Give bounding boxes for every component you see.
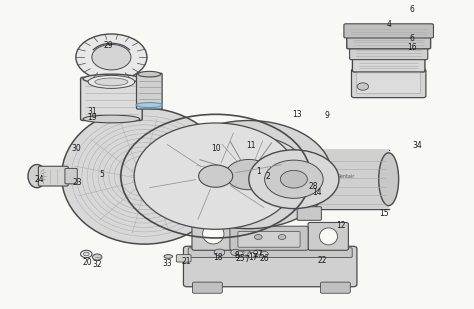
FancyBboxPatch shape <box>65 168 77 184</box>
Text: 28: 28 <box>308 182 318 191</box>
FancyBboxPatch shape <box>352 58 425 72</box>
Circle shape <box>166 121 332 229</box>
Circle shape <box>214 249 225 256</box>
Ellipse shape <box>28 164 46 188</box>
Circle shape <box>226 159 272 190</box>
Ellipse shape <box>379 153 399 206</box>
Circle shape <box>83 252 89 256</box>
Ellipse shape <box>62 108 228 244</box>
Text: 5: 5 <box>100 170 104 179</box>
Circle shape <box>242 251 251 256</box>
Ellipse shape <box>164 255 173 258</box>
FancyBboxPatch shape <box>81 77 142 121</box>
Text: 24: 24 <box>35 175 44 184</box>
FancyBboxPatch shape <box>320 282 350 293</box>
Ellipse shape <box>95 78 128 86</box>
Circle shape <box>134 123 297 229</box>
Text: 9: 9 <box>325 111 329 121</box>
Text: 10: 10 <box>211 144 220 153</box>
Circle shape <box>261 252 268 256</box>
Circle shape <box>199 165 233 187</box>
FancyBboxPatch shape <box>183 246 357 287</box>
Circle shape <box>249 150 339 209</box>
Text: Pentair: Pentair <box>337 174 355 179</box>
Ellipse shape <box>88 75 135 88</box>
Text: 21: 21 <box>182 257 191 266</box>
FancyBboxPatch shape <box>346 35 430 49</box>
Text: 16: 16 <box>408 43 417 53</box>
Text: 20: 20 <box>83 257 92 267</box>
Text: 31: 31 <box>88 107 97 116</box>
Text: 26: 26 <box>260 254 269 263</box>
Ellipse shape <box>319 228 337 245</box>
Text: 7: 7 <box>244 255 249 264</box>
Text: 34: 34 <box>412 141 422 150</box>
Text: 18: 18 <box>213 253 223 262</box>
Text: 27: 27 <box>254 250 264 260</box>
FancyBboxPatch shape <box>230 226 308 250</box>
Text: 6: 6 <box>410 34 415 43</box>
Text: 30: 30 <box>71 144 81 154</box>
FancyBboxPatch shape <box>351 69 426 98</box>
Circle shape <box>255 235 262 239</box>
Circle shape <box>247 252 255 257</box>
FancyBboxPatch shape <box>176 255 191 262</box>
FancyBboxPatch shape <box>238 231 300 247</box>
Circle shape <box>278 235 286 239</box>
Text: 15: 15 <box>379 209 389 218</box>
Text: 19: 19 <box>88 113 97 122</box>
Circle shape <box>280 171 307 188</box>
Ellipse shape <box>203 224 224 244</box>
Circle shape <box>92 254 102 260</box>
Circle shape <box>135 170 155 183</box>
FancyBboxPatch shape <box>38 166 68 186</box>
FancyBboxPatch shape <box>308 222 348 250</box>
Text: 14: 14 <box>312 188 321 197</box>
FancyBboxPatch shape <box>344 24 433 38</box>
Text: 4: 4 <box>386 20 391 29</box>
FancyBboxPatch shape <box>137 73 162 109</box>
Text: 2: 2 <box>265 171 270 181</box>
Text: 12: 12 <box>337 221 346 230</box>
FancyBboxPatch shape <box>192 218 235 250</box>
Text: 23: 23 <box>73 178 82 187</box>
FancyBboxPatch shape <box>349 45 428 60</box>
Circle shape <box>92 44 131 70</box>
Circle shape <box>236 251 243 256</box>
Ellipse shape <box>136 103 163 108</box>
Text: 22: 22 <box>318 256 327 265</box>
FancyBboxPatch shape <box>188 248 352 257</box>
Text: 6: 6 <box>410 5 415 14</box>
Bar <box>294 150 389 209</box>
Circle shape <box>254 250 261 255</box>
Circle shape <box>189 136 309 214</box>
Text: 11: 11 <box>246 141 256 150</box>
Text: 8: 8 <box>235 251 239 260</box>
Circle shape <box>357 83 368 90</box>
Ellipse shape <box>83 115 140 123</box>
FancyBboxPatch shape <box>356 73 420 94</box>
Text: 33: 33 <box>162 259 172 268</box>
Ellipse shape <box>83 74 140 83</box>
Text: 17: 17 <box>248 252 257 262</box>
Text: 13: 13 <box>292 110 301 119</box>
Circle shape <box>264 160 323 198</box>
FancyBboxPatch shape <box>192 282 222 293</box>
Circle shape <box>76 34 147 80</box>
Circle shape <box>231 249 240 256</box>
Text: 1: 1 <box>256 167 261 176</box>
FancyBboxPatch shape <box>297 207 321 220</box>
Text: 25: 25 <box>236 253 245 263</box>
Ellipse shape <box>138 71 161 77</box>
Text: 29: 29 <box>103 41 113 50</box>
Text: 32: 32 <box>92 260 102 269</box>
Ellipse shape <box>283 150 304 209</box>
